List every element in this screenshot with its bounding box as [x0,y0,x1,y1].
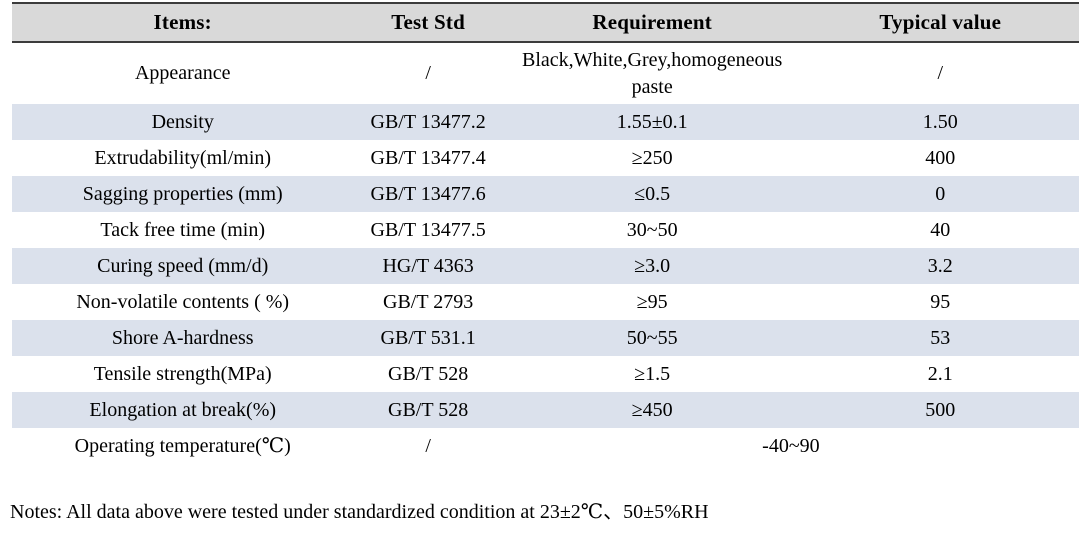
cell-test-std: GB/T 531.1 [353,320,503,356]
cell-typical-value: 400 [925,146,956,169]
column-header-3: Typical value [801,3,1079,43]
cell-requirement: ≤0.5 [502,176,802,212]
cell-test-std: GB/T 528 [353,392,503,428]
table-row: Tensile strength(MPa) GB/T 528 ≥1.5 2.1 [12,356,1079,392]
cell-requirement: ≥1.5 [634,362,671,385]
cell-test-std: / [425,434,431,457]
cell-test-std: GB/T 2793 [383,290,474,313]
cell-item: Sagging properties (mm) [12,176,354,212]
cell-item: Tensile strength(MPa) [93,362,272,385]
cell-requirement: 30~50 [626,218,678,241]
cell-typical-value: 0 [801,176,1079,212]
notes-text: Notes: All data above were tested under … [10,501,709,523]
cell-typical-value: 95 [930,290,951,313]
table-row: Shore A-hardness GB/T 531.1 50~55 53 [12,320,1079,356]
cell-typical-value: / [937,62,944,84]
cell-typical-value: 1.50 [801,104,1079,140]
cell-test-std: GB/T 13477.5 [370,218,486,241]
cell-item: Appearance [134,62,231,84]
table-row: Elongation at break(%) GB/T 528 ≥450 500 [12,392,1079,428]
cell-test-std: HG/T 4363 [353,248,503,284]
cell-requirement: 1.55±0.1 [502,104,802,140]
header-row: Items: Test Std Requirement Typical value [12,3,1079,43]
table-row: Extrudability(ml/min) GB/T 13477.4 ≥250 400 [12,140,1079,176]
cell-item: Non-volatile contents ( %) [76,290,290,313]
cell-typical-value: 500 [801,392,1079,428]
cell-requirement: Black,White,Grey,homogeneous paste [522,48,783,98]
column-header-2: Requirement [502,3,802,43]
cell-item: Elongation at break(%) [12,392,354,428]
table-row: Tack free time (min) GB/T 13477.5 30~50 40 [12,212,1079,248]
cell-requirement: -40~90 [762,434,820,457]
cell-test-std: / [425,62,431,84]
table-row: Curing speed (mm/d) HG/T 4363 ≥3.0 3.2 [12,248,1079,284]
cell-item: Curing speed (mm/d) [12,248,354,284]
table-row: Sagging properties (mm) GB/T 13477.6 ≤0.5 0 [12,176,1079,212]
cell-test-std: GB/T 13477.6 [353,176,503,212]
cell-test-std: GB/T 13477.4 [370,146,486,169]
table-row: Appearance / Black,White,Grey,homogeneous … [12,42,1079,104]
cell-requirement: ≥450 [502,392,802,428]
spec-table-body: Appearance / Black,White,Grey,homogeneous … [12,42,1079,464]
column-header-1: Test Std [353,3,503,43]
cell-item: Density [12,104,354,140]
cell-typical-value: 3.2 [801,248,1079,284]
cell-typical-value: 2.1 [927,362,953,385]
cell-requirement: ≥250 [631,146,673,169]
spec-table: Items: Test Std Requirement Typical value A… [12,2,1079,464]
table-row: Density GB/T 13477.2 1.55±0.1 1.50 [12,104,1079,140]
column-header-0: Items: [12,3,354,43]
table-row: Operating temperature(℃) / -40~90 [12,428,1079,464]
spec-table-header: Items: Test Std Requirement Typical value [12,3,1079,43]
cell-test-std: GB/T 528 [388,362,469,385]
cell-typical-value: 40 [930,218,951,241]
cell-item: Operating temperature(℃) [74,434,291,457]
cell-typical-value: 53 [801,320,1079,356]
cell-item: Shore A-hardness [12,320,354,356]
cell-test-std: GB/T 13477.2 [353,104,503,140]
cell-requirement: ≥3.0 [502,248,802,284]
table-row: Non-volatile contents ( %) GB/T 2793 ≥95 95 [12,284,1079,320]
cell-requirement: ≥95 [636,290,668,313]
cell-item: Extrudability(ml/min) [94,146,272,169]
cell-item: Tack free time (min) [100,218,266,241]
cell-requirement: 50~55 [502,320,802,356]
